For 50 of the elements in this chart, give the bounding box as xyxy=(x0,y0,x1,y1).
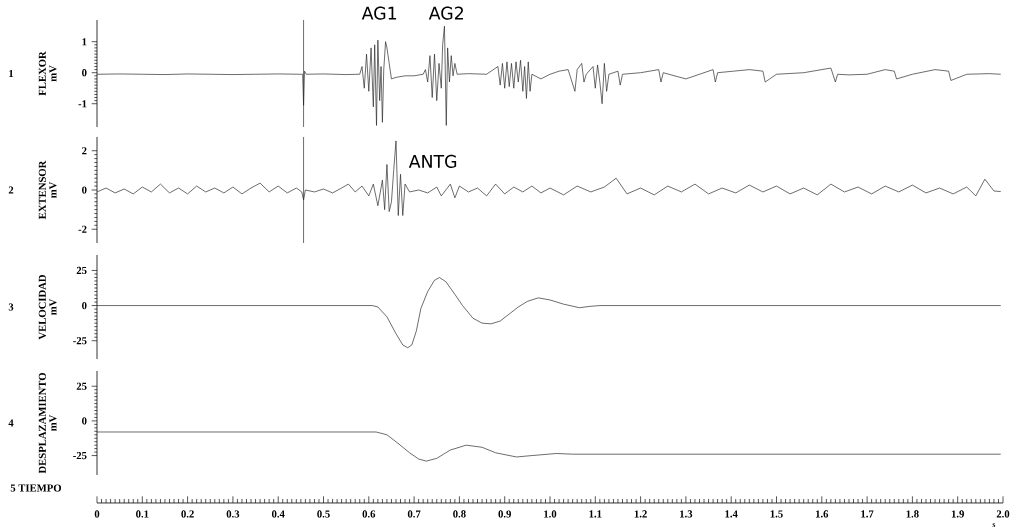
y-tick-label: 0 xyxy=(82,186,87,194)
y-axis-title: FLEXOR xyxy=(38,51,46,96)
x-tick-label: 1.0 xyxy=(544,510,557,518)
annotation: ANTG xyxy=(408,154,457,168)
y-axis-title: DESPLAZAMIENTO xyxy=(38,372,46,474)
y-tick-label: 0 xyxy=(82,69,87,77)
x-tick-label: 1.8 xyxy=(906,510,919,518)
text: 1 xyxy=(9,69,14,78)
y-axis-title: EXTENSOR xyxy=(38,160,46,220)
text: AG1 xyxy=(361,6,397,20)
text: 2 xyxy=(8,186,14,194)
y-axis-title: VELOCIDAD xyxy=(38,274,46,340)
x-axis-title: s xyxy=(992,523,996,527)
text: mV xyxy=(49,181,57,198)
x-tick-label: 1.6 xyxy=(815,510,829,518)
y-tick-label: 2 xyxy=(82,147,87,155)
text: 5 TIEMPO xyxy=(10,484,62,492)
x-tick-label: 1.4 xyxy=(725,510,738,518)
x-tick-label: 0.1 xyxy=(136,510,149,518)
x-tick-label: 0.3 xyxy=(226,510,240,518)
y-tick-label: -25 xyxy=(73,337,87,345)
x-tick-label: 0.5 xyxy=(317,510,330,518)
x-tick-label: 1.7 xyxy=(861,510,874,518)
x-tick-label: 1.2 xyxy=(634,510,647,518)
text: 4 xyxy=(8,419,14,427)
y-tick-label: 25 xyxy=(76,382,87,390)
text: mV xyxy=(49,298,57,315)
x-tick-label: 2.0 xyxy=(996,510,1010,518)
x-tick-label: 0.4 xyxy=(271,510,285,518)
y-tick-label: -25 xyxy=(73,451,87,460)
x-tick-label: 1.3 xyxy=(680,510,693,518)
y-tick-label: -1 xyxy=(78,100,87,108)
x-tick-label: 0.8 xyxy=(453,510,466,518)
x-tick-label: 0.9 xyxy=(498,510,511,518)
y-tick-label: 1 xyxy=(82,38,87,46)
x-tick-label: 1.9 xyxy=(951,510,964,518)
x-tick-label: 0.2 xyxy=(181,510,194,518)
y-tick-label: 25 xyxy=(76,266,87,275)
text: mV xyxy=(49,414,57,431)
text: AG2 xyxy=(428,6,463,20)
y-tick-label: 0 xyxy=(82,417,87,425)
text: 3 xyxy=(8,303,14,311)
x-tick-label: 1.5 xyxy=(770,510,783,518)
y-tick-label: -2 xyxy=(78,225,87,233)
x-tick-label: 0.6 xyxy=(362,510,376,518)
text: mV xyxy=(49,65,57,82)
x-tick-label: 0 xyxy=(94,510,100,518)
x-tick-label: 1.1 xyxy=(589,510,602,518)
y-tick-label: 0 xyxy=(82,301,87,310)
x-tick-label: 0.7 xyxy=(407,510,421,518)
